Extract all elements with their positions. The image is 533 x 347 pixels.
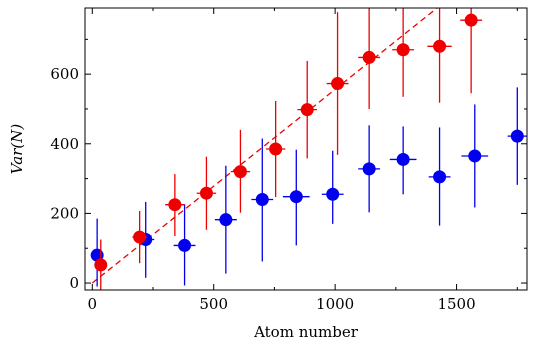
y-axis-label: Var(N): [8, 124, 26, 175]
data-point: [433, 170, 447, 184]
data-point: [168, 198, 182, 212]
data-point: [396, 43, 410, 57]
data-point: [362, 162, 376, 176]
data-point: [326, 187, 340, 201]
data-point: [331, 77, 345, 91]
axis-ticks: 0 500 1000 1500 0 200 400 600: [50, 8, 527, 313]
data-point: [133, 230, 147, 244]
x-tick-label: 500: [199, 295, 228, 313]
data-point: [468, 149, 482, 163]
data-point: [233, 165, 247, 179]
x-tick-label: 0: [88, 295, 98, 313]
data-point: [289, 190, 303, 204]
x-axis-label: Atom number: [253, 323, 359, 341]
data-point: [199, 186, 213, 200]
x-tick-label: 1500: [437, 295, 475, 313]
data-point: [269, 142, 283, 156]
data-point: [219, 213, 233, 227]
data-point: [433, 39, 447, 53]
series-1: [90, 87, 527, 287]
plot-area: [90, 8, 527, 290]
y-tick-label: 200: [50, 204, 79, 222]
y-tick-label: 600: [50, 65, 79, 83]
data-point: [300, 103, 314, 117]
y-tick-label: 0: [69, 274, 79, 292]
data-point: [178, 238, 192, 252]
data-point: [362, 50, 376, 64]
plot-frame: [84, 7, 528, 291]
y-tick-label: 400: [50, 135, 79, 153]
x-tick-label: 1000: [316, 295, 354, 313]
data-point: [396, 152, 410, 166]
data-point: [510, 129, 524, 143]
data-point: [94, 258, 108, 272]
data-point: [464, 13, 478, 27]
series-2: [94, 8, 483, 290]
data-point: [255, 192, 269, 206]
